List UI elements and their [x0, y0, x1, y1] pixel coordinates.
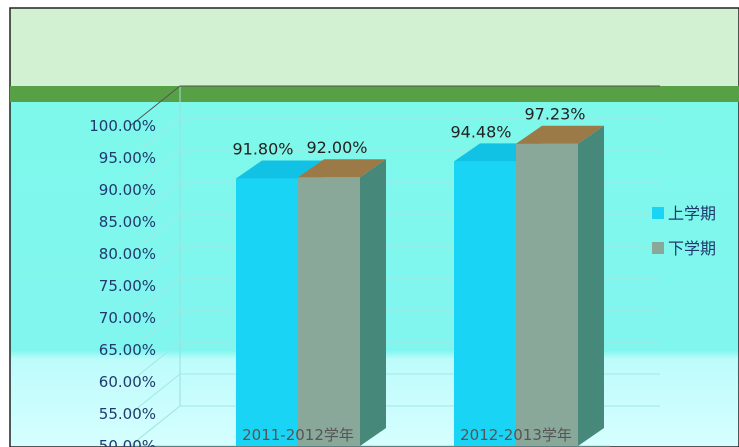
bars — [236, 125, 604, 447]
data-label: 92.00% — [306, 138, 367, 157]
data-labels: 91.80% 92.00% 94.48% 97.23% — [232, 105, 585, 159]
data-label: 97.23% — [524, 105, 585, 124]
bar-front — [298, 177, 360, 446]
y-tick-label: 75.00% — [99, 277, 156, 295]
y-tick-label: 50.00% — [99, 437, 156, 447]
bar-top — [516, 125, 604, 144]
y-tick-label: 60.00% — [99, 373, 156, 391]
bar-front — [236, 178, 298, 447]
y-tick-label: 85.00% — [99, 213, 156, 231]
x-tick-label: 2011-2012学年 — [242, 426, 354, 444]
data-label: 91.80% — [232, 139, 293, 158]
chart-top-band — [10, 86, 739, 102]
bar-top — [298, 159, 386, 178]
legend-swatch-series-1 — [652, 207, 664, 219]
y-tick-label: 70.00% — [99, 309, 156, 327]
bar-front — [516, 143, 578, 446]
y-tick-label: 65.00% — [99, 341, 156, 359]
gridline — [129, 117, 660, 159]
x-tick-label: 2012-2013学年 — [460, 426, 572, 444]
y-tick-label: 90.00% — [99, 181, 156, 199]
y-tick-label: 55.00% — [99, 405, 156, 423]
y-tick-label: 95.00% — [99, 149, 156, 167]
bar-top — [236, 160, 324, 179]
legend-label-series-2: 下学期 — [668, 239, 716, 258]
bar-front — [454, 161, 516, 446]
bar-side — [578, 125, 604, 446]
legend-swatch-series-2 — [652, 242, 664, 254]
y-tick-label: 80.00% — [99, 245, 156, 263]
x-axis: 2011-2012学年 2012-2013学年 — [242, 426, 572, 444]
y-tick-label: 100.00% — [89, 117, 156, 135]
bar-side — [360, 159, 386, 446]
legend-label-series-1: 上学期 — [668, 204, 716, 223]
y-axis: 50.00% 55.00% 60.00% 65.00% 70.00% 75.00% 80.0… — [89, 117, 156, 447]
gridline — [129, 85, 660, 127]
data-label: 94.48% — [450, 122, 511, 141]
legend: 上学期 下学期 — [652, 204, 716, 258]
